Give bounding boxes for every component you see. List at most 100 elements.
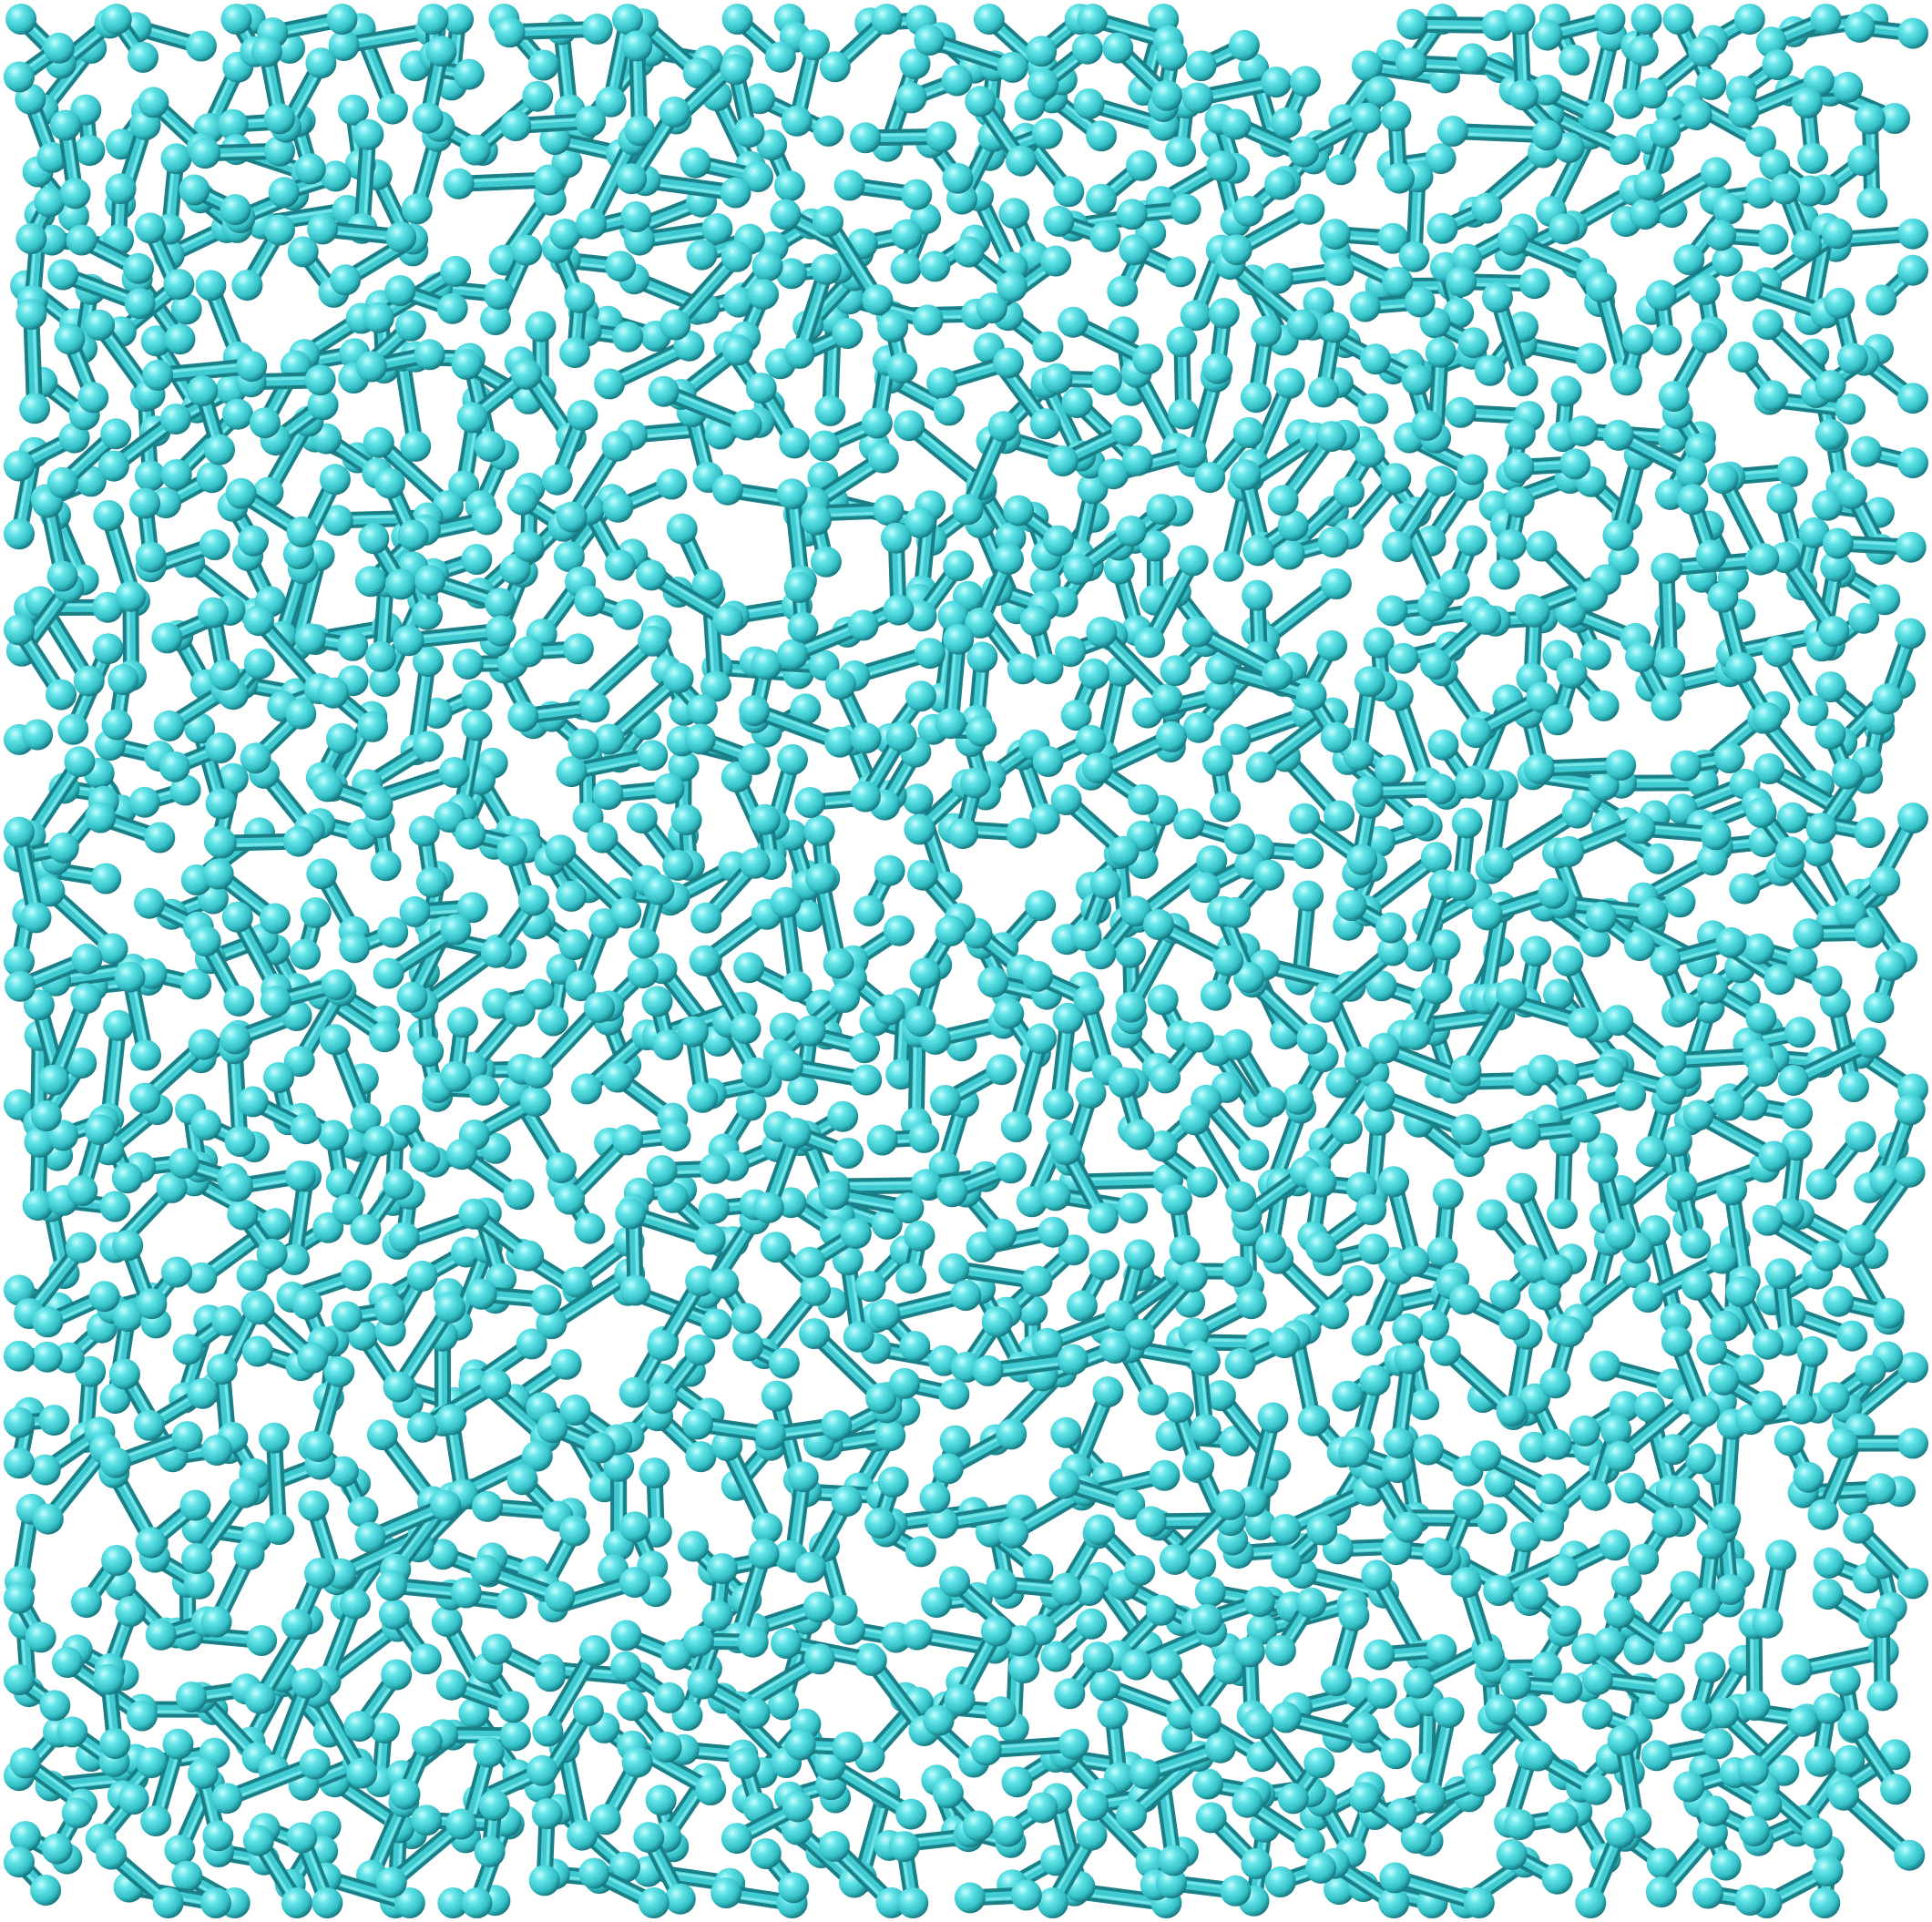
atom-sphere — [1865, 1473, 1896, 1505]
molecule — [602, 468, 688, 523]
atom-sphere — [574, 585, 606, 617]
atom-sphere — [1119, 234, 1150, 266]
atom-sphere — [1050, 784, 1082, 815]
atom-sphere — [1361, 1559, 1393, 1591]
atom-sphere — [813, 206, 843, 237]
atom-sphere — [1829, 1664, 1861, 1696]
atom-sphere — [1866, 284, 1897, 316]
atom-sphere — [1078, 658, 1110, 690]
atom-sphere — [1457, 327, 1489, 359]
atom-sphere — [897, 1887, 929, 1918]
atom-sphere — [64, 746, 96, 778]
atom-sphere — [1273, 367, 1305, 399]
atom-sphere — [1212, 550, 1244, 582]
atom-sphere — [1764, 1258, 1796, 1290]
atom-sphere — [937, 600, 969, 632]
atom-sphere — [114, 961, 146, 993]
atom-sphere — [1696, 1334, 1728, 1365]
atom-sphere — [1040, 245, 1072, 277]
atom-sphere — [997, 1517, 1029, 1549]
atom-sphere — [874, 1420, 906, 1452]
atom-sphere — [1283, 1083, 1314, 1115]
atom-sphere — [1498, 1308, 1530, 1340]
atom-sphere — [323, 1355, 355, 1387]
atom-sphere — [41, 1833, 73, 1865]
atom-sphere — [171, 1421, 203, 1453]
atom-sphere — [346, 1757, 378, 1789]
atom-sphere — [745, 373, 777, 404]
atom-sphere — [287, 236, 319, 268]
atom-sphere — [1488, 558, 1520, 590]
atom-sphere — [670, 804, 702, 836]
atom-sphere — [1457, 454, 1488, 486]
atom-sphere — [406, 1260, 438, 1292]
molecule — [1641, 1728, 1733, 1772]
atom-sphere — [1782, 1098, 1814, 1130]
atom-sphere — [774, 170, 805, 202]
atom-sphere — [30, 1875, 62, 1906]
atom-sphere — [829, 981, 861, 1013]
atom-sphere — [843, 1321, 874, 1353]
atom-sphere — [1066, 1290, 1098, 1322]
atom-sphere — [494, 16, 526, 48]
atom-sphere — [1092, 1376, 1124, 1407]
atom-sphere — [1594, 4, 1626, 35]
atom-sphere — [1181, 82, 1213, 114]
atom-sphere — [527, 49, 559, 81]
atom-sphere — [1712, 245, 1743, 277]
atom-sphere — [461, 544, 493, 576]
atom-sphere — [1627, 35, 1659, 66]
atom-sphere — [735, 1089, 767, 1121]
atom-sphere — [1695, 68, 1727, 100]
atom-sphere — [1161, 1184, 1192, 1216]
molecule — [1569, 1391, 1641, 1447]
atom-sphere — [1194, 1576, 1226, 1608]
atom-sphere — [905, 680, 936, 712]
atom-sphere — [496, 1588, 527, 1619]
atom-sphere — [1325, 154, 1356, 186]
atom-sphere — [1552, 946, 1584, 976]
atom-sphere — [1897, 17, 1928, 49]
atom-sphere — [58, 200, 89, 232]
atom-sphere — [1089, 1249, 1120, 1281]
atom-sphere — [4, 1406, 35, 1438]
atom-sphere — [1076, 1608, 1108, 1640]
atom-sphere — [1208, 297, 1240, 329]
atom-sphere — [1354, 666, 1385, 698]
atom-sphere — [1543, 978, 1574, 1010]
atom-sphere — [92, 633, 124, 665]
atom-sphere — [1733, 1354, 1764, 1385]
atom-sphere — [1031, 118, 1063, 149]
atom-sphere — [337, 629, 369, 661]
atom-sphere — [1879, 103, 1910, 134]
atom-sphere — [939, 1566, 970, 1598]
atom-sphere — [1828, 1779, 1860, 1811]
atom-sphere — [417, 4, 449, 35]
atom-sphere — [1811, 966, 1843, 997]
atom-sphere — [38, 1405, 70, 1436]
atom-sphere — [1398, 1245, 1430, 1277]
atom-sphere — [202, 1820, 234, 1852]
atom-sphere — [1856, 187, 1888, 219]
atom-sphere — [306, 858, 338, 890]
atom-sphere — [610, 1620, 642, 1651]
atom-sphere — [188, 1758, 219, 1789]
atom-sphere — [1739, 1690, 1771, 1721]
molecule — [1161, 1184, 1201, 1266]
atom-sphere — [185, 30, 217, 62]
molecule — [1863, 950, 1906, 1024]
bond-highlight — [109, 1024, 123, 1120]
atom-sphere — [874, 994, 905, 1026]
atom-sphere — [1378, 1166, 1410, 1198]
atom-sphere — [1210, 791, 1242, 823]
atom-sphere — [873, 495, 905, 527]
atom-sphere — [1116, 199, 1148, 230]
molecule — [603, 1450, 635, 1561]
atom-sphere — [1235, 1288, 1267, 1320]
atom-sphere — [1449, 1283, 1480, 1315]
atom-sphere — [1289, 803, 1321, 834]
molecule — [1774, 1425, 1825, 1493]
atom-sphere — [1630, 199, 1661, 230]
atom-sphere — [32, 1503, 64, 1535]
atom-sphere — [376, 93, 408, 125]
